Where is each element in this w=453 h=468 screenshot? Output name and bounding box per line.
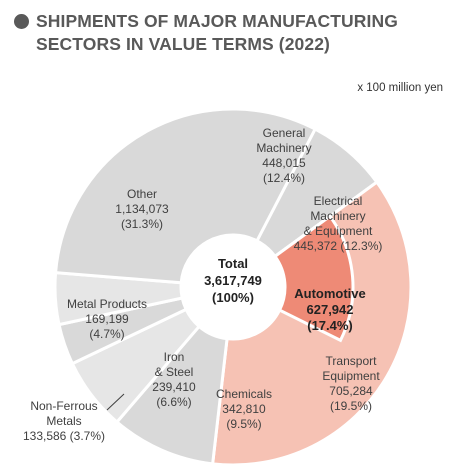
donut-hole [181, 235, 285, 339]
slice-label-line: 627,942 [307, 302, 354, 317]
slice-label-line: 445,372 (12.3%) [294, 239, 383, 253]
center-total-line: (100%) [212, 290, 254, 305]
slice-label-automotive: Automotive 627,942 (17.4%) [294, 286, 366, 333]
slice-label-line: 448,015 [262, 156, 306, 170]
center-total-line: Total [218, 256, 248, 271]
slice-label-line: (4.7%) [89, 327, 124, 341]
slice-label-line: 1,134,073 [115, 202, 169, 216]
chart-title-line-1: SHIPMENTS OF MAJOR MANUFACTURING [36, 11, 398, 31]
slice-label-line: 705,284 [329, 384, 373, 398]
slice-label-line: & Steel [155, 365, 194, 379]
slice-label-line: Equipment [322, 369, 380, 383]
slice-label-line: Machinery [310, 209, 365, 223]
chart-title: SHIPMENTS OF MAJOR MANUFACTURING SECTORS… [36, 10, 453, 56]
chart-title-line-2: SECTORS IN VALUE TERMS (2022) [36, 34, 330, 54]
slice-label-line: & Equipment [304, 224, 373, 238]
slice-label-line: Automotive [294, 286, 366, 301]
slice-label-line: Chemicals [216, 387, 272, 401]
slice-labels: General Machinery 448,015 (12.4%)Electrical… [23, 126, 382, 443]
bullet-icon [14, 14, 29, 29]
slice-label-line: (19.5%) [330, 399, 372, 413]
slice-label-other: Other 1,134,073 (31.3%) [115, 187, 169, 231]
slice-label-chemicals: Chemicals 342,810 (9.5%) [216, 387, 272, 431]
slice-label-non-ferrous-metals: Non-Ferrous Metals 133,586 (3.7%) [23, 399, 105, 443]
slice-label-metal-products: Metal Products 169,199 (4.7%) [67, 297, 147, 341]
slice-label-line: 342,810 [222, 402, 266, 416]
slice-label-line: Metals [46, 414, 81, 428]
leader-line-non-ferrous-metals [106, 393, 125, 411]
slice-label-line: (12.4%) [263, 171, 305, 185]
slice-label-line: General [263, 126, 306, 140]
slice-label-line: Other [127, 187, 157, 201]
center-total-line: 3,617,749 [204, 273, 262, 288]
slice-label-line: Metal Products [67, 297, 147, 311]
unit-label: x 100 million yen [357, 82, 443, 94]
slice-label-line: 239,410 [152, 380, 196, 394]
slice-label-line: (17.4%) [307, 318, 353, 333]
slice-label-line: Iron [164, 350, 185, 364]
slice-label-line: 169,199 [85, 312, 129, 326]
slice-label-line: (6.6%) [156, 395, 191, 409]
center-total-label: Total 3,617,749 (100%) [204, 256, 262, 305]
slice-label-line: Transport [326, 354, 378, 368]
slice-label-line: Electrical [314, 194, 363, 208]
slice-label-line: (9.5%) [226, 417, 261, 431]
slice-label-electrical-machinery-equipment: Electrical Machinery & Equipment 445,372 (1… [294, 194, 383, 253]
slice-label-line: (31.3%) [121, 217, 163, 231]
slice-label-line: Non-Ferrous [30, 399, 97, 413]
slice-label-line: Machinery [256, 141, 311, 155]
slice-label-transport-equipment: Transport Equipment 705,284 (19.5%) [322, 354, 380, 413]
slice-label-iron-steel: Iron & Steel 239,410 (6.6%) [152, 350, 196, 409]
slice-label-line: 133,586 (3.7%) [23, 429, 105, 443]
slice-label-general-machinery: General Machinery 448,015 (12.4%) [256, 126, 311, 185]
